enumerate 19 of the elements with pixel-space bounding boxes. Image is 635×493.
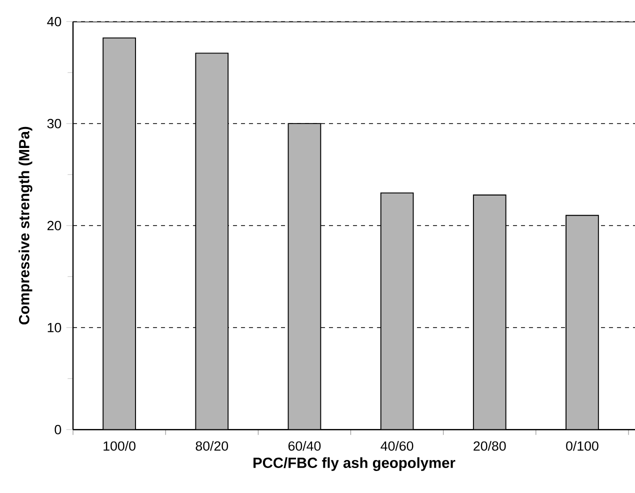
y-axis-title: Compressive strength (MPa) <box>18 126 32 324</box>
bar <box>102 37 136 430</box>
y-tick-label: 10 <box>48 322 62 332</box>
y-tick-label: 20 <box>47 220 62 230</box>
x-tick-label: 0/100 <box>566 441 598 451</box>
x-axis-title: PCC/FBC fly ash geopolymer <box>254 457 456 472</box>
bar <box>566 214 599 430</box>
y-tick-label: 30 <box>47 118 62 128</box>
bar <box>472 194 506 430</box>
x-tick-label: 60/40 <box>288 441 321 451</box>
y-tick-label: 40 <box>47 16 62 26</box>
y-tick-label: 0 <box>54 424 62 434</box>
bar <box>195 52 229 430</box>
bar <box>380 192 414 430</box>
x-tick-label: 20/80 <box>474 441 506 451</box>
x-tick-label: 100/0 <box>104 441 136 451</box>
x-tick-label: 80/20 <box>196 441 228 451</box>
bar <box>288 123 322 430</box>
x-tick-label: 40/60 <box>380 441 414 451</box>
